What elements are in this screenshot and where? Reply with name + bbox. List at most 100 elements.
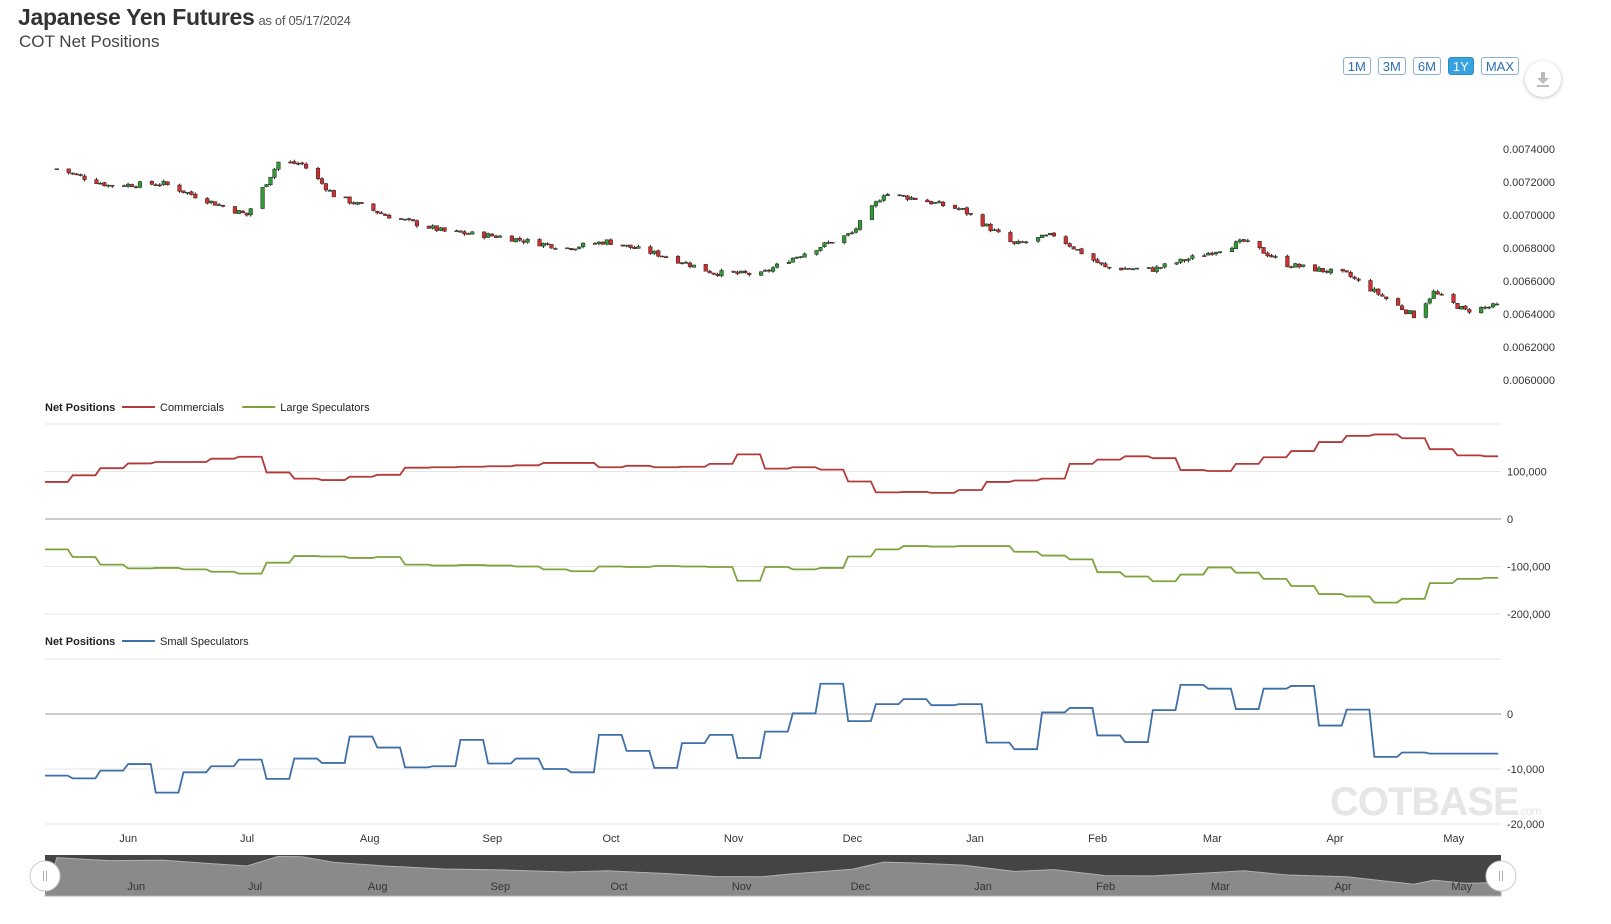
navigator-handle-right[interactable] bbox=[1485, 860, 1517, 892]
range-button-max[interactable]: MAX bbox=[1480, 57, 1519, 75]
candle-body bbox=[1411, 310, 1417, 319]
candle-body bbox=[1463, 305, 1468, 310]
candle-body bbox=[300, 162, 305, 165]
candle-body bbox=[323, 183, 328, 191]
candle-body bbox=[1107, 266, 1112, 269]
legend-item-large-speculators: Large Speculators bbox=[280, 402, 370, 414]
candle-body bbox=[1344, 270, 1349, 273]
candle-body bbox=[826, 242, 831, 244]
candle-body bbox=[1051, 232, 1056, 237]
candle-body bbox=[1162, 263, 1167, 268]
x-axis-label-jun: Jun bbox=[119, 833, 137, 845]
candle-body bbox=[153, 184, 158, 186]
candle-body bbox=[636, 246, 641, 249]
candle-body bbox=[814, 250, 819, 255]
chart-title: Japanese Yen Futures bbox=[18, 4, 255, 30]
candle-body bbox=[766, 269, 772, 272]
navigator-label-sep: Sep bbox=[491, 881, 511, 893]
candle-body bbox=[1016, 241, 1021, 244]
chart-subtitle: COT Net Positions bbox=[19, 32, 160, 51]
candle-body bbox=[1301, 264, 1306, 267]
candle-body bbox=[521, 240, 526, 243]
candle-body bbox=[675, 256, 681, 264]
candle-body bbox=[288, 161, 293, 164]
candle-body bbox=[577, 246, 582, 249]
navigator-label-jul: Jul bbox=[248, 881, 262, 893]
as-of-date: as of 05/17/2024 bbox=[258, 13, 351, 28]
watermark: COTBASE.com bbox=[1330, 780, 1542, 824]
candle-body bbox=[573, 248, 578, 251]
range-button-1y[interactable]: 1Y bbox=[1447, 57, 1474, 75]
candles-group bbox=[54, 159, 1500, 319]
candle-body bbox=[1210, 252, 1215, 255]
candle-body bbox=[355, 202, 360, 205]
candle-body bbox=[438, 227, 443, 231]
candle-body bbox=[54, 168, 59, 170]
range-button-1m[interactable]: 1M bbox=[1342, 57, 1371, 75]
candle-body bbox=[691, 264, 696, 268]
candle-body bbox=[232, 206, 237, 214]
candle-body bbox=[842, 235, 847, 243]
candle-body bbox=[264, 184, 269, 188]
candle-body bbox=[1146, 267, 1151, 269]
candle-body bbox=[402, 218, 408, 221]
large-speculators-line bbox=[45, 545, 1499, 604]
candle-body bbox=[569, 248, 574, 251]
candle-body bbox=[1154, 266, 1159, 272]
candle-body bbox=[126, 183, 131, 187]
price-axis-label: 0.0060000 bbox=[1503, 375, 1555, 387]
candle-body bbox=[486, 233, 491, 238]
candle-body bbox=[1289, 266, 1294, 269]
candle-body bbox=[830, 242, 835, 244]
candle-body bbox=[304, 163, 309, 169]
candle-body bbox=[897, 194, 902, 196]
candle-body bbox=[857, 220, 863, 230]
x-axis-label-nov: Nov bbox=[724, 833, 744, 845]
candle-body bbox=[956, 208, 962, 210]
candle-body bbox=[1036, 237, 1041, 242]
candle-body bbox=[185, 192, 190, 194]
candle-body bbox=[331, 190, 336, 198]
candle-body bbox=[1273, 256, 1278, 258]
candle-body bbox=[414, 220, 419, 227]
candle-body bbox=[165, 181, 170, 186]
x-axis-label-jan: Jan bbox=[966, 833, 984, 845]
candle-body bbox=[442, 227, 447, 232]
candle-body bbox=[410, 219, 416, 222]
candle-body bbox=[1020, 241, 1025, 243]
candle-body bbox=[157, 184, 162, 187]
candle-body bbox=[525, 238, 530, 243]
legend-small-speculators: Net Positions Small Speculators bbox=[45, 636, 249, 648]
candle-body bbox=[1103, 263, 1108, 268]
candle-body bbox=[1095, 259, 1100, 264]
candle-body bbox=[901, 195, 906, 197]
navigator-label-dec: Dec bbox=[851, 881, 871, 893]
price-axis-label: 0.0062000 bbox=[1503, 342, 1555, 354]
candle-body bbox=[1316, 267, 1322, 272]
candle-body bbox=[941, 201, 946, 206]
candle-body bbox=[371, 203, 376, 211]
candle-body bbox=[98, 182, 103, 185]
candle-body bbox=[648, 246, 653, 254]
small-speculators-line bbox=[45, 682, 1499, 794]
export-button[interactable] bbox=[1525, 61, 1561, 97]
candle-body bbox=[513, 238, 518, 243]
range-button-6m[interactable]: 6M bbox=[1412, 57, 1441, 75]
range-button-3m[interactable]: 3M bbox=[1377, 57, 1406, 75]
navigator: Jun Jul Aug Sep Oct Nov Dec Jan Feb Mar Apr May bbox=[44, 855, 1502, 897]
candle-body bbox=[1233, 241, 1238, 249]
navigator-label-oct: Oct bbox=[610, 881, 627, 893]
candle-body bbox=[624, 244, 629, 247]
candle-body bbox=[482, 231, 487, 238]
navigator-handle-left[interactable] bbox=[29, 860, 61, 892]
candle-body bbox=[1435, 291, 1440, 295]
candle-body bbox=[379, 212, 384, 215]
candle-body bbox=[1297, 263, 1302, 268]
candle-body bbox=[347, 196, 352, 204]
candle-body bbox=[592, 243, 598, 245]
candle-body bbox=[964, 207, 969, 215]
candle-body bbox=[992, 229, 997, 232]
candle-body bbox=[774, 263, 780, 268]
candle-body bbox=[110, 184, 115, 187]
candle-body bbox=[517, 238, 522, 241]
